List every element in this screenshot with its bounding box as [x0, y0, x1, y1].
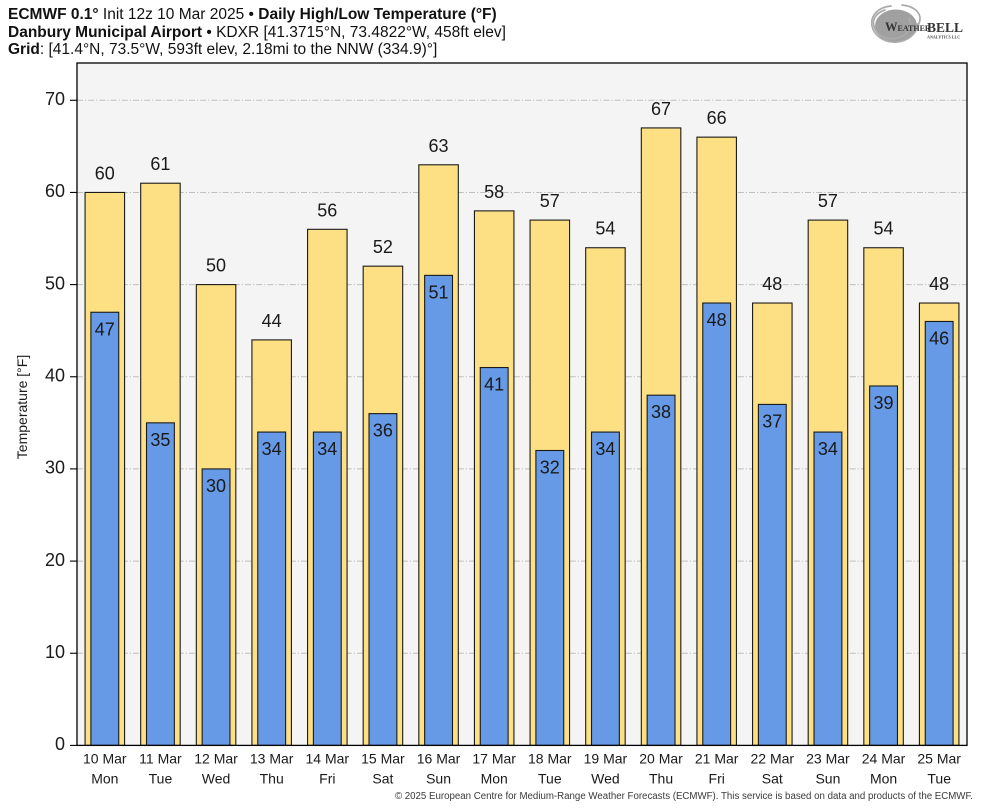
svg-text:34: 34	[595, 439, 615, 459]
svg-text:20: 20	[45, 550, 65, 570]
svg-text:Sat: Sat	[372, 770, 393, 786]
svg-text:36: 36	[373, 421, 393, 441]
svg-text:16 Mar: 16 Mar	[417, 750, 461, 766]
svg-text:60: 60	[95, 163, 115, 183]
svg-text:37: 37	[762, 411, 782, 431]
svg-text:70: 70	[45, 89, 65, 109]
svg-text:40: 40	[45, 366, 65, 386]
svg-text:46: 46	[929, 328, 949, 348]
svg-text:20 Mar: 20 Mar	[639, 750, 683, 766]
svg-text:0: 0	[55, 734, 65, 754]
svg-text:47: 47	[95, 319, 115, 339]
svg-text:52: 52	[373, 237, 393, 257]
svg-text:Fri: Fri	[709, 770, 725, 786]
svg-text:Tue: Tue	[538, 770, 562, 786]
svg-text:Mon: Mon	[870, 770, 897, 786]
svg-text:57: 57	[818, 191, 838, 211]
svg-text:34: 34	[262, 439, 282, 459]
svg-text:10: 10	[45, 642, 65, 662]
svg-text:23 Mar: 23 Mar	[806, 750, 850, 766]
svg-text:54: 54	[874, 219, 894, 239]
svg-text:Tue: Tue	[927, 770, 951, 786]
svg-text:61: 61	[150, 154, 170, 174]
svg-text:48: 48	[762, 274, 782, 294]
svg-text:48: 48	[929, 274, 949, 294]
svg-text:67: 67	[651, 99, 671, 119]
svg-text:57: 57	[540, 191, 560, 211]
svg-text:11 Mar: 11 Mar	[139, 750, 182, 766]
svg-text:21 Mar: 21 Mar	[695, 750, 739, 766]
svg-text:22 Mar: 22 Mar	[751, 750, 795, 766]
svg-text:10 Mar: 10 Mar	[83, 750, 127, 766]
svg-text:51: 51	[429, 282, 449, 302]
svg-text:56: 56	[317, 200, 337, 220]
svg-text:50: 50	[206, 256, 226, 276]
svg-text:39: 39	[874, 393, 894, 413]
svg-text:Wed: Wed	[591, 770, 620, 786]
svg-text:41: 41	[484, 375, 504, 395]
svg-text:50: 50	[45, 273, 65, 293]
svg-text:66: 66	[707, 108, 727, 128]
svg-text:Wed: Wed	[202, 770, 231, 786]
svg-text:32: 32	[540, 457, 560, 477]
svg-text:Tue: Tue	[149, 770, 173, 786]
svg-text:30: 30	[45, 458, 65, 478]
svg-text:38: 38	[651, 402, 671, 422]
svg-text:17 Mar: 17 Mar	[472, 750, 516, 766]
svg-text:Thu: Thu	[649, 770, 673, 786]
svg-text:24 Mar: 24 Mar	[862, 750, 906, 766]
svg-text:Temperature [°F]: Temperature [°F]	[14, 355, 30, 459]
svg-text:18 Mar: 18 Mar	[528, 750, 572, 766]
svg-text:44: 44	[262, 311, 282, 331]
svg-text:13 Mar: 13 Mar	[250, 750, 294, 766]
svg-text:58: 58	[484, 182, 504, 202]
svg-text:14 Mar: 14 Mar	[306, 750, 350, 766]
svg-text:Sun: Sun	[815, 770, 840, 786]
svg-text:30: 30	[206, 476, 226, 496]
svg-text:Thu: Thu	[260, 770, 284, 786]
svg-text:Fri: Fri	[319, 770, 335, 786]
svg-text:34: 34	[317, 439, 337, 459]
svg-text:35: 35	[150, 430, 170, 450]
svg-text:63: 63	[429, 136, 449, 156]
svg-text:Sun: Sun	[426, 770, 451, 786]
svg-text:Sat: Sat	[762, 770, 783, 786]
svg-text:54: 54	[595, 219, 615, 239]
svg-text:19 Mar: 19 Mar	[584, 750, 628, 766]
svg-text:Mon: Mon	[91, 770, 118, 786]
svg-text:25 Mar: 25 Mar	[917, 750, 961, 766]
svg-text:60: 60	[45, 181, 65, 201]
svg-text:34: 34	[818, 439, 838, 459]
svg-text:12 Mar: 12 Mar	[194, 750, 238, 766]
svg-text:Mon: Mon	[481, 770, 508, 786]
svg-text:15 Mar: 15 Mar	[361, 750, 405, 766]
svg-text:48: 48	[707, 310, 727, 330]
